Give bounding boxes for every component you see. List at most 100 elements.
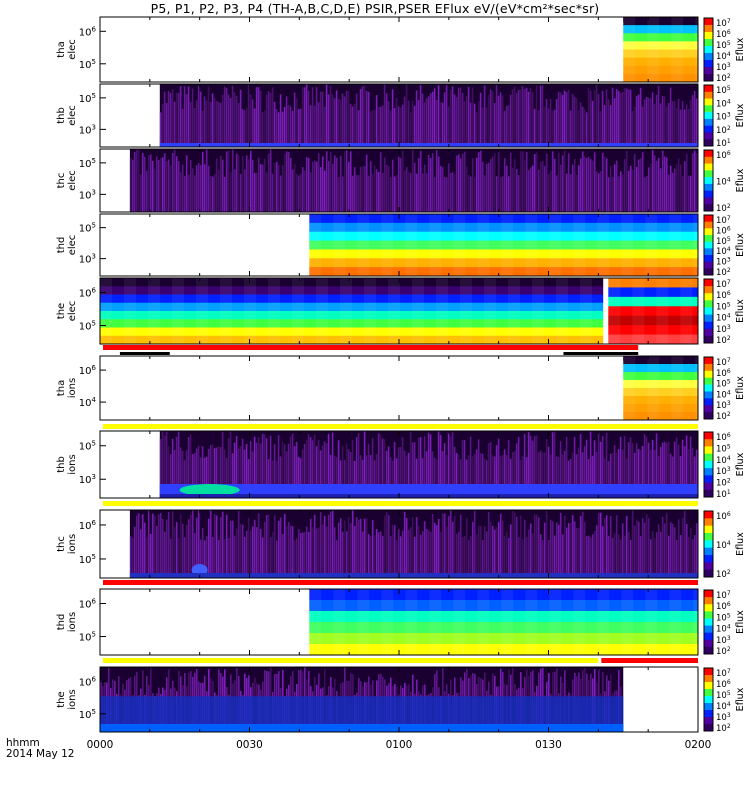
heatmap-cell [481,539,484,578]
heatmap-cell [555,99,558,147]
heatmap-cell [285,96,288,147]
heatmap-cell [251,99,254,147]
y-tick-label: 105 [79,222,96,235]
heatmap-cell [425,451,428,498]
heatmap-cell [597,214,610,276]
heatmap-cell [267,91,270,147]
colorbar-tick-label: 104 [716,313,731,324]
heatmap-cell [443,92,446,147]
heatmap-cell [559,92,562,147]
heatmap-cell [207,448,210,498]
heatmap-cell [409,112,412,147]
heatmap-cell [365,90,368,147]
heatmap-cell [363,431,366,498]
heatmap-cell [227,537,230,578]
heatmap-cell [355,437,358,498]
heatmap-cell [207,165,210,212]
heatmap-cell [629,89,632,147]
heatmap-cell [557,152,560,212]
heatmap-cell [333,527,336,578]
heatmap-cell [641,518,644,578]
heatmap-cell [481,453,484,498]
heatmap-cell [309,105,312,147]
colorbar-tick-label: 103 [716,635,731,646]
heatmap-cell [501,455,504,498]
heatmap-cell [137,149,140,212]
heatmap-cell [293,446,296,498]
heatmap-cell [631,169,634,212]
colorbar-cell [704,398,713,406]
heatmap-cell [377,106,380,147]
heatmap-cell [309,644,698,656]
heatmap-cell [567,460,570,498]
heatmap-cell [671,172,674,212]
heatmap-cell [257,513,260,578]
heatmap-cell [493,529,496,578]
heatmap-cell [669,589,682,655]
colorbar-cell [704,446,713,455]
heatmap-cell [295,173,298,212]
heatmap-cell [313,514,316,578]
heatmap-cell [655,532,658,578]
heatmap-cell [271,531,274,578]
heatmap-cell [319,512,322,578]
heatmap-cell [583,446,586,498]
colorbar-tick-label: 104 [716,389,731,400]
heatmap-cell [323,106,326,147]
page-title: P5, P1, P2, P3, P4 (TH-A,B,C,D,E) PSIR,P… [150,1,600,16]
colorbar-cell [704,150,713,158]
heatmap-cell [497,95,500,147]
heatmap-cell [623,380,698,389]
heatmap-cell [685,523,688,578]
y-tick-label: 106 [79,287,97,300]
heatmap-cell [647,167,650,212]
heatmap-cell [271,173,274,212]
heatmap-cell [268,278,280,344]
heatmap-cell [403,96,406,147]
heatmap-cell [161,431,164,498]
heatmap-cell [203,164,206,212]
heatmap-cell [607,461,610,498]
heatmap-cell [345,443,348,498]
heatmap-cell [239,446,242,498]
colorbar-tick-label: 107 [716,279,731,290]
heatmap-cell [621,449,624,498]
heatmap-cell [573,158,576,212]
heatmap-cell [445,526,448,578]
heatmap-cell [419,150,422,212]
heatmap-cell [453,174,456,212]
heatmap-cell [291,526,294,578]
heatmap-cell [613,533,616,578]
data-gap [603,278,610,344]
heatmap-cell [364,278,376,344]
heatmap-cell [309,437,312,498]
heatmap-cell [265,94,268,147]
heatmap-cell [479,92,482,147]
colorbar-tick-label: 105 [716,612,731,623]
heatmap-cell [247,159,250,212]
heatmap-cell [339,155,342,212]
heatmap-cell [229,431,232,498]
heatmap-cell [587,535,590,578]
heatmap-cell [535,435,538,498]
heatmap-cell [649,539,652,578]
heatmap-cell [211,176,214,212]
heatmap-cell [309,231,698,242]
heatmap-cell [437,85,440,147]
heatmap-cell [683,109,686,147]
heatmap-cell [295,538,298,578]
heatmap-cell [303,170,306,212]
heatmap-cell [100,294,604,304]
heatmap-cell [625,150,628,212]
heatmap-cell [651,92,654,147]
heatmap-cell [653,537,656,578]
heatmap-cell [100,327,604,337]
heatmap-cell [460,278,472,344]
heatmap-cell [677,444,680,498]
heatmap-cell [149,154,152,212]
heatmap-cell [521,86,524,147]
heatmap-cell [393,442,396,498]
colorbar-tick-label: 106 [716,225,731,236]
y-tick-label: 106 [79,519,97,532]
heatmap-cell [527,91,530,147]
